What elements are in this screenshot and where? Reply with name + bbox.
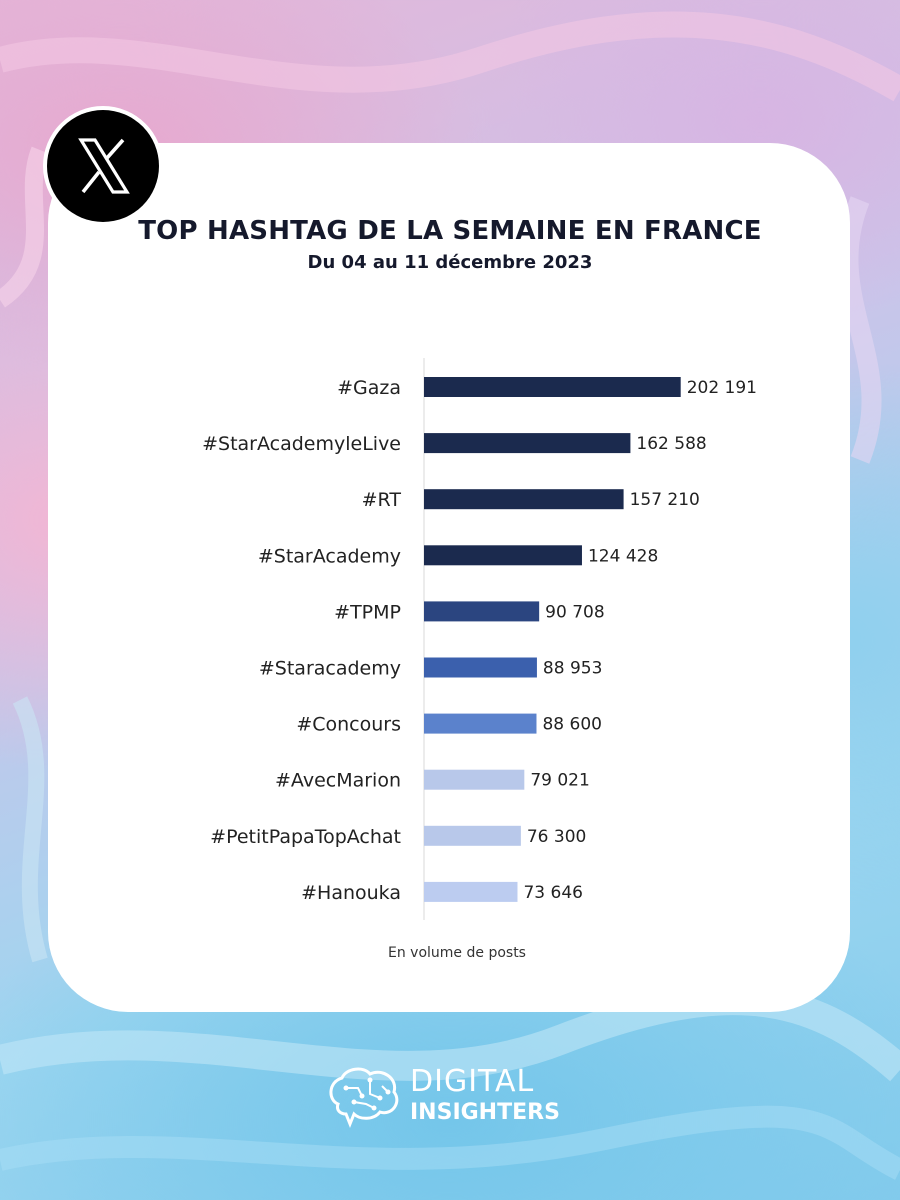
category-label: #PetitPapaTopAchat (210, 826, 401, 848)
value-label: 90 708 (545, 602, 604, 622)
value-label: 88 600 (542, 715, 601, 735)
chart-subtitle: Du 04 au 11 décembre 2023 (307, 252, 593, 273)
brain-icon (329, 1067, 399, 1129)
category-label: #TPMP (334, 601, 401, 623)
value-label: 76 300 (527, 827, 586, 847)
category-label: #Concours (296, 714, 401, 736)
bar (424, 657, 537, 678)
bar (424, 433, 631, 454)
value-label: 73 646 (523, 883, 582, 903)
bar (424, 545, 582, 566)
bar (424, 601, 540, 622)
value-label: 79 021 (530, 771, 589, 791)
bar (424, 377, 681, 397)
bar (424, 769, 525, 790)
bar (424, 825, 521, 846)
category-label: #Gaza (337, 377, 401, 399)
category-label: #Hanouka (301, 882, 401, 904)
category-label: #AvecMarion (275, 770, 401, 792)
bar (424, 713, 537, 734)
value-label: 162 588 (636, 434, 706, 454)
bar (424, 881, 518, 902)
category-label: #StarAcademy (258, 545, 401, 567)
brand-name-line2: INSIGHTERS (410, 1100, 560, 1125)
brand-logo: DIGITAL INSIGHTERS (324, 1062, 560, 1132)
chart-title: TOP HASHTAG DE LA SEMAINE EN FRANCE (138, 216, 762, 246)
chart-card (48, 143, 850, 1012)
value-label: 124 428 (588, 546, 658, 566)
chart-footnote: En volume de posts (388, 945, 526, 961)
x-logo-icon (47, 110, 159, 222)
value-label: 202 191 (687, 378, 757, 398)
category-label: #StarAcademyleLive (202, 433, 401, 455)
value-label: 157 210 (630, 490, 700, 510)
bar (424, 489, 624, 510)
value-label: 88 953 (543, 659, 602, 679)
category-label: #Staracademy (259, 658, 401, 680)
brand-name-line1: DIGITAL (410, 1064, 535, 1099)
category-label: #RT (362, 489, 402, 511)
